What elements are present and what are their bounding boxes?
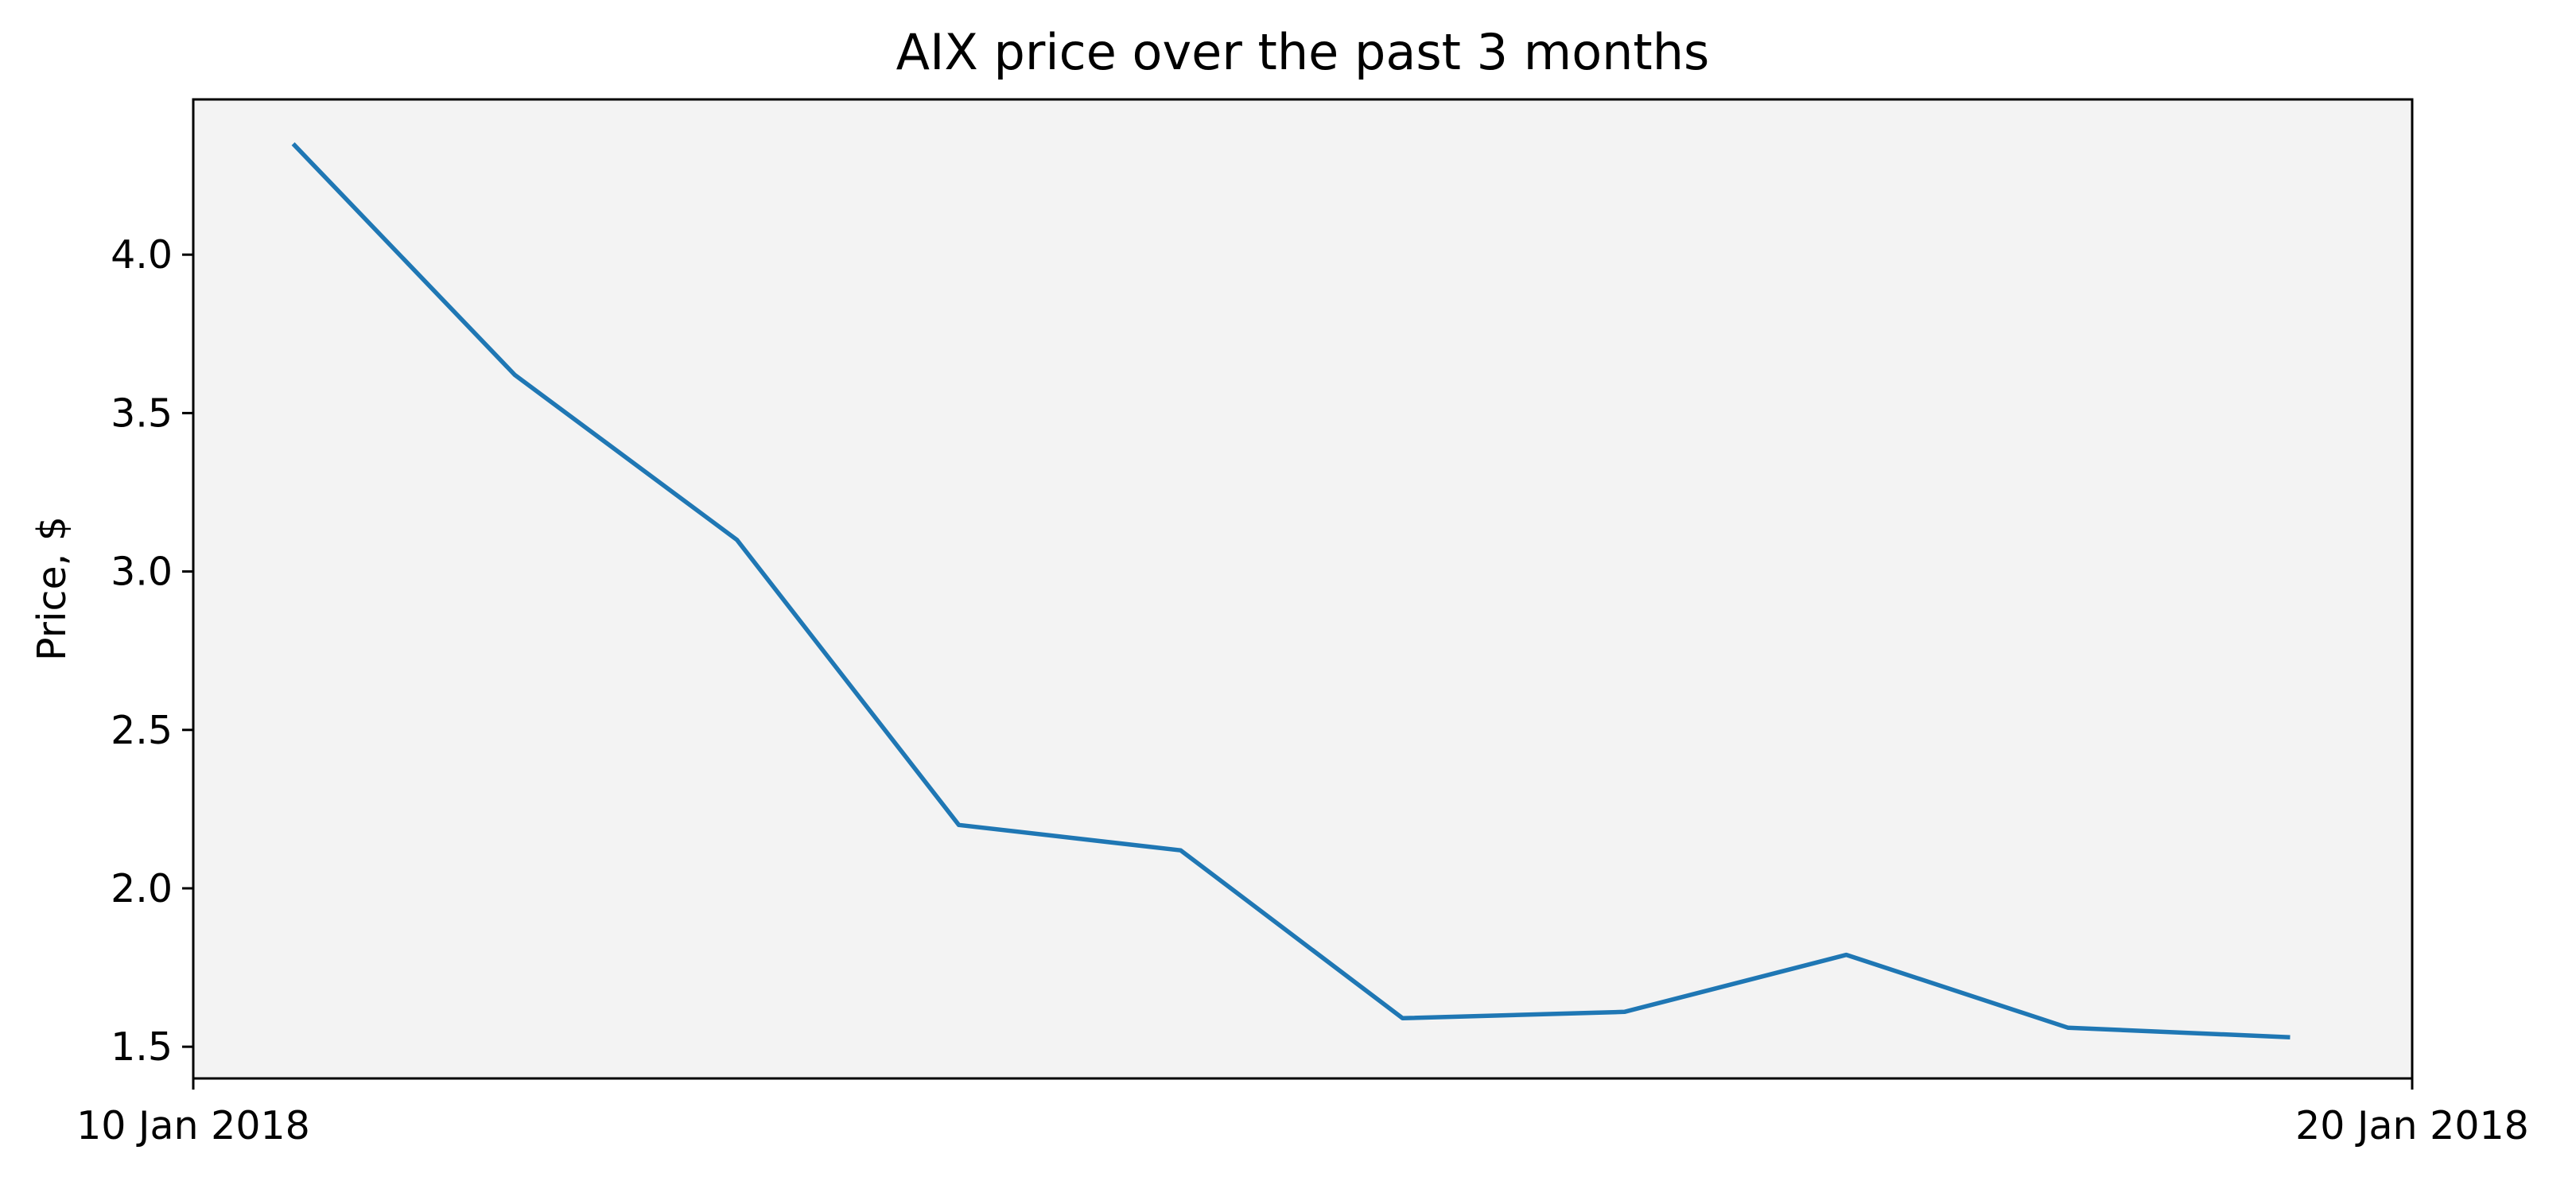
x-tick-label: 10 Jan 2018 xyxy=(76,1103,310,1148)
y-axis: 1.5 2.0 2.5 3.0 3.5 4.0 xyxy=(111,232,193,1070)
plot-frame xyxy=(192,98,2414,1080)
y-tick-label: 3.5 xyxy=(111,390,173,436)
y-tick-label: 4.0 xyxy=(111,232,173,278)
chart-title: AIX price over the past 3 months xyxy=(896,23,1710,81)
x-tick-label: 20 Jan 2018 xyxy=(2295,1103,2529,1148)
plot-area xyxy=(193,99,2412,1078)
y-tick-label: 1.5 xyxy=(111,1024,173,1070)
y-tick-label: 2.0 xyxy=(111,866,173,911)
price-line xyxy=(291,142,2290,1039)
x-axis: 10 Jan 2018 20 Jan 2018 xyxy=(76,1078,2529,1148)
y-axis-label: Price, $ xyxy=(29,516,75,661)
y-tick-label: 3.0 xyxy=(111,550,173,595)
y-tick-label: 2.5 xyxy=(111,708,173,753)
